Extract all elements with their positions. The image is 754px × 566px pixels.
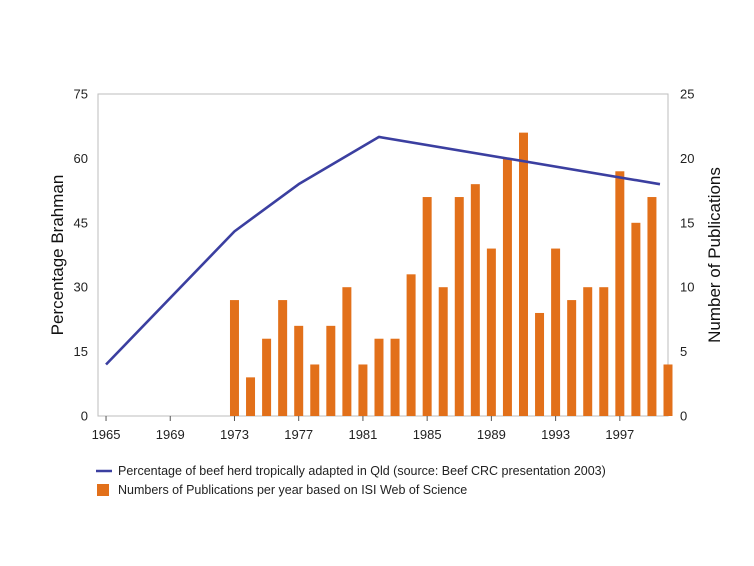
- right-tick-label: 25: [680, 87, 694, 102]
- bar-1987: [454, 197, 464, 416]
- x-tick-label: 1965: [92, 427, 121, 442]
- line-series-percentage: [105, 135, 661, 366]
- bar-1988: [470, 184, 480, 416]
- bar-1980: [342, 287, 352, 416]
- right-tick-label: 15: [680, 215, 694, 230]
- legend-line-label: Percentage of beef herd tropically adapt…: [118, 464, 606, 478]
- bar-1976: [278, 300, 288, 416]
- bar-1984: [406, 274, 416, 416]
- legend-bar-label: Numbers of Publications per year based o…: [118, 483, 467, 497]
- x-tick-label: 1969: [156, 427, 185, 442]
- bar-1997: [615, 171, 625, 416]
- bar-1975: [262, 338, 272, 416]
- bar-1990: [502, 158, 512, 416]
- x-tick-label: 1973: [220, 427, 249, 442]
- bar-1986: [438, 287, 448, 416]
- bar-1974: [246, 377, 256, 416]
- right-axis-title: Number of Publications: [705, 167, 724, 343]
- bar-1979: [326, 325, 336, 416]
- left-axis-title: Percentage Brahman: [48, 175, 67, 336]
- bar-1991: [519, 132, 528, 416]
- line-group: [105, 135, 661, 366]
- bars-group: [229, 132, 673, 416]
- bar-1973: [229, 300, 239, 416]
- left-tick-label: 30: [74, 280, 88, 295]
- bar-1999: [647, 197, 657, 416]
- right-tick-label: 10: [680, 280, 694, 295]
- left-tick-label: 15: [74, 344, 88, 359]
- x-tick-label: 1997: [605, 427, 634, 442]
- x-tick-label: 1993: [541, 427, 570, 442]
- bar-1993: [551, 248, 561, 416]
- right-tick-label: 0: [680, 409, 687, 424]
- left-tick-label: 60: [74, 151, 88, 166]
- bar-1981: [358, 364, 368, 416]
- left-tick-label: 0: [81, 409, 88, 424]
- bar-1985: [422, 197, 432, 416]
- bar-1998: [631, 222, 641, 416]
- bar-1989: [486, 248, 496, 416]
- bar-2000: [663, 364, 673, 416]
- x-tick-label: 1977: [284, 427, 313, 442]
- legend-bar-swatch: [97, 484, 109, 496]
- x-axis-ticks: 1965 1969 1973 1977 1981 1985 1989 1993 1997: [92, 416, 634, 442]
- right-axis-ticks: 0 5 10 15 20 25: [680, 87, 694, 424]
- x-tick-label: 1989: [477, 427, 506, 442]
- left-tick-label: 75: [74, 87, 88, 102]
- bar-1978: [310, 364, 320, 416]
- x-tick-label: 1981: [348, 427, 377, 442]
- bar-1992: [535, 312, 545, 416]
- bar-1996: [599, 287, 609, 416]
- bar-1982: [374, 338, 384, 416]
- bar-1995: [583, 287, 593, 416]
- bar-1977: [294, 325, 304, 416]
- bar-1983: [390, 338, 400, 416]
- left-axis-ticks: 0 15 30 45 60 75: [74, 87, 88, 424]
- right-tick-label: 20: [680, 151, 694, 166]
- x-tick-label: 1985: [413, 427, 442, 442]
- left-tick-label: 45: [74, 215, 88, 230]
- bar-1994: [567, 300, 577, 416]
- legend: Percentage of beef herd tropically adapt…: [96, 464, 606, 497]
- right-tick-label: 5: [680, 344, 687, 359]
